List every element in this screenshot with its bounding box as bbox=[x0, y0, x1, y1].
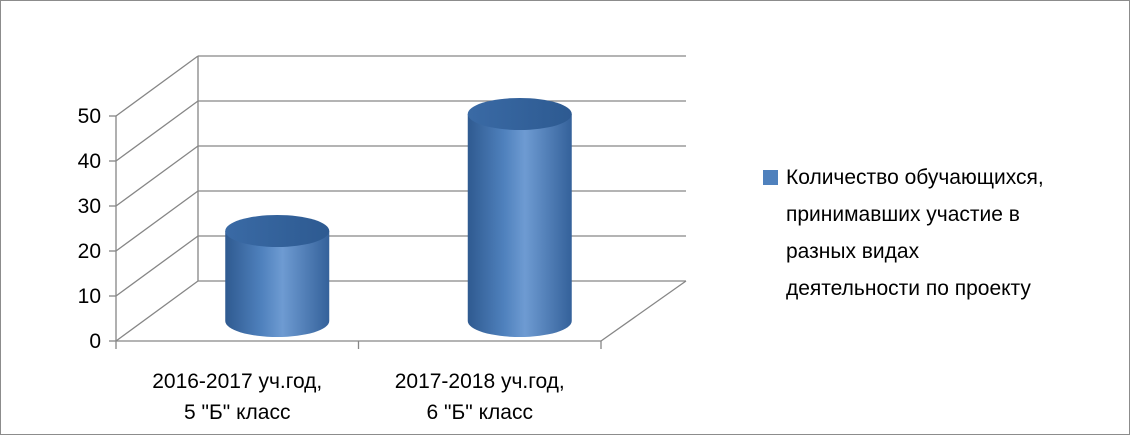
floor-edge bbox=[115, 280, 199, 342]
y-tick-label: 30 bbox=[78, 195, 101, 218]
gridline bbox=[115, 100, 199, 162]
legend-label: Количество обучающихся, принимавших учас… bbox=[786, 159, 1116, 307]
gridline bbox=[115, 190, 199, 252]
x-category-label: 6 "Б" класс bbox=[427, 401, 533, 424]
bar bbox=[467, 98, 572, 337]
legend-label-line: принимавших участие в bbox=[786, 203, 1020, 226]
bar bbox=[225, 215, 330, 337]
gridline bbox=[115, 55, 199, 117]
gridline bbox=[115, 235, 199, 297]
y-tick-label: 40 bbox=[78, 150, 101, 173]
x-category-label: 2016-2017 уч.год, bbox=[152, 370, 322, 393]
y-tick-label: 0 bbox=[89, 330, 101, 353]
floor-right-edge bbox=[600, 280, 687, 342]
y-tick-label: 10 bbox=[78, 285, 101, 308]
y-tick-label: 50 bbox=[78, 105, 101, 128]
legend-label-line: деятельности по проекту bbox=[786, 277, 1031, 300]
bar-body bbox=[225, 231, 330, 337]
bar-top bbox=[467, 98, 572, 130]
legend-label-line: Количество обучающихся, bbox=[786, 166, 1044, 189]
legend-swatch bbox=[763, 170, 778, 185]
gridline bbox=[115, 145, 199, 207]
x-category-label: 2017-2018 уч.год, bbox=[395, 370, 565, 393]
bar-body bbox=[467, 114, 572, 337]
bar-top bbox=[225, 215, 330, 247]
legend-label-line: разных видах bbox=[786, 240, 920, 263]
y-tick-label: 20 bbox=[78, 240, 101, 263]
x-category-label: 5 "Б" класс bbox=[184, 401, 290, 424]
